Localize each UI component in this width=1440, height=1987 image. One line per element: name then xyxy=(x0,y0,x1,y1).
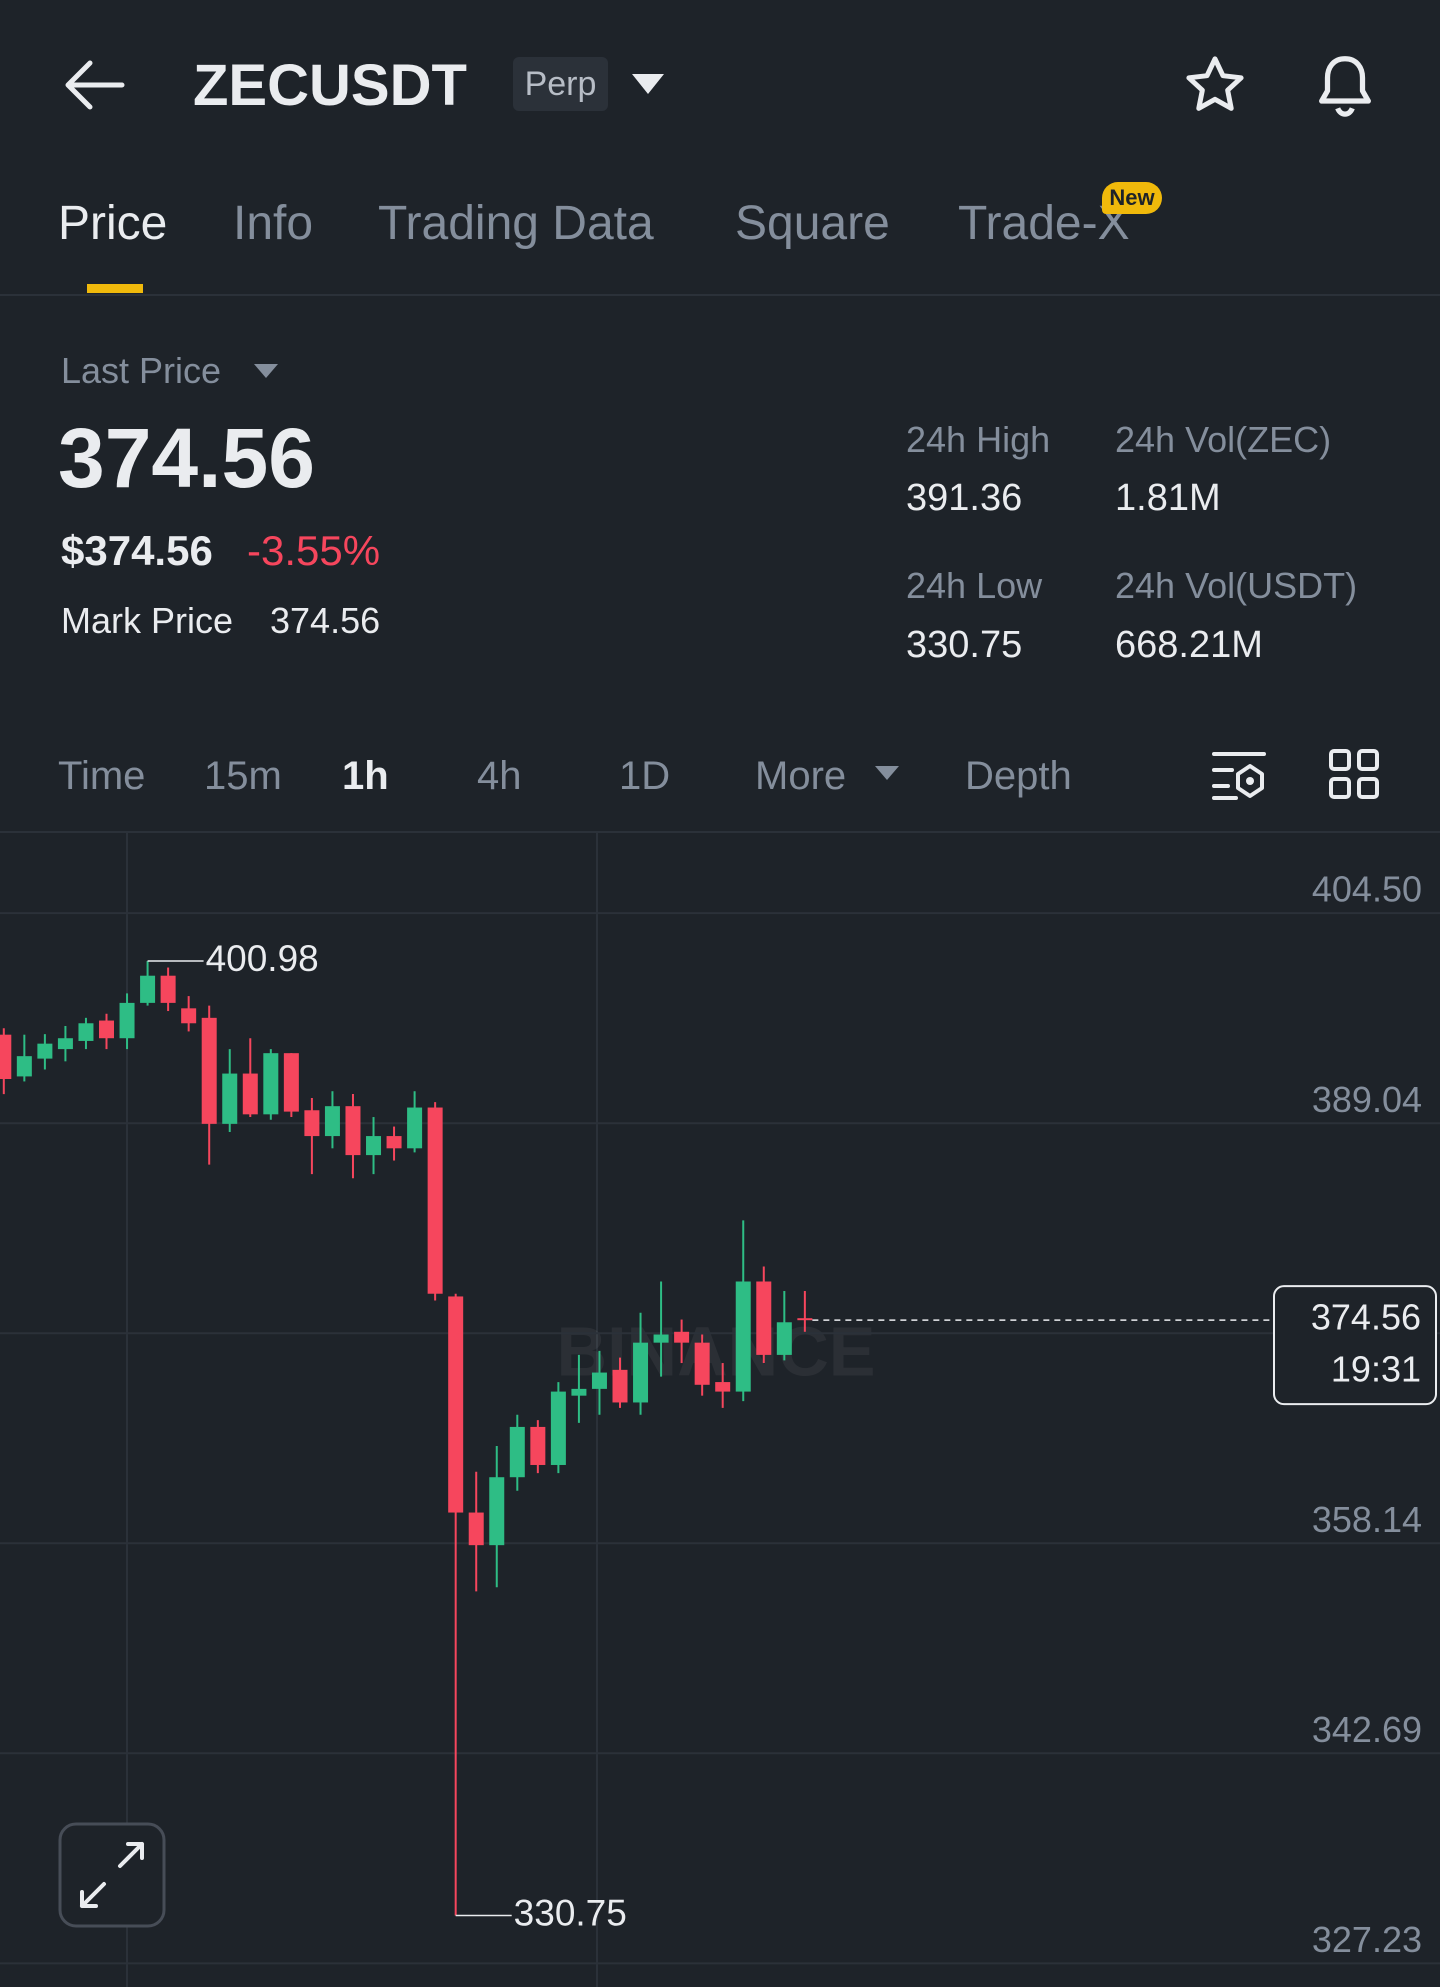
candle-body xyxy=(201,1017,217,1124)
new-badge: New xyxy=(1102,182,1162,214)
divider xyxy=(0,831,1440,833)
candle-body xyxy=(99,1020,114,1039)
candle-body xyxy=(468,1512,484,1546)
candle-body xyxy=(571,1388,587,1396)
candle-body xyxy=(448,1296,464,1513)
candle-body xyxy=(0,1034,12,1079)
candle-body xyxy=(674,1331,690,1343)
mark-price-label: Mark Price xyxy=(61,600,234,641)
tab[interactable]: Price xyxy=(58,197,168,250)
y-tick-label: 404.50 xyxy=(1312,869,1422,910)
candle-body xyxy=(366,1136,382,1156)
last-price: 374.56 xyxy=(58,411,315,505)
alert-button[interactable] xyxy=(1310,50,1380,120)
active-tab-indicator xyxy=(87,284,143,293)
symbol-dropdown[interactable] xyxy=(630,72,666,96)
candle-body xyxy=(489,1477,505,1546)
price-change: -3.55% xyxy=(247,527,381,574)
price-type-label[interactable]: Last Price xyxy=(61,350,222,391)
last-price-box xyxy=(1273,1285,1437,1406)
candle-body xyxy=(715,1382,731,1392)
countdown: 19:31 xyxy=(1331,1349,1421,1390)
stat-value: 668.21M xyxy=(1115,624,1263,666)
candle-body xyxy=(612,1369,628,1403)
candle-body xyxy=(633,1342,649,1403)
candle-body xyxy=(283,1053,299,1112)
price-type-dropdown[interactable] xyxy=(252,362,280,380)
interval[interactable]: Depth xyxy=(965,754,1072,798)
candle-body xyxy=(591,1372,607,1389)
tab[interactable]: Square xyxy=(735,197,890,250)
candle-body xyxy=(242,1073,258,1115)
tab[interactable]: Info xyxy=(233,197,314,250)
divider xyxy=(0,294,1440,296)
candle-body xyxy=(550,1391,566,1465)
tab[interactable]: Trade-X xyxy=(958,197,1130,250)
favorite-button[interactable] xyxy=(1182,52,1248,118)
candle-body xyxy=(78,1023,94,1041)
fullscreen-button[interactable] xyxy=(58,1822,166,1928)
interval[interactable]: Time xyxy=(58,754,146,798)
candle-body xyxy=(797,1318,813,1321)
candle-body xyxy=(407,1107,423,1149)
interval[interactable]: 1h xyxy=(342,754,389,798)
candle-body xyxy=(345,1106,361,1156)
candle-body xyxy=(509,1426,525,1478)
candle-body xyxy=(304,1110,320,1137)
tab[interactable]: Trading Data xyxy=(378,197,654,250)
watermark: BINANCE xyxy=(557,1312,876,1390)
candle-body xyxy=(756,1281,772,1355)
candle-body xyxy=(653,1334,669,1343)
stat-value: 391.36 xyxy=(906,477,1023,519)
interval[interactable]: 4h xyxy=(477,754,522,798)
candle-body xyxy=(427,1107,443,1294)
usd-price: $374.56 xyxy=(61,527,213,574)
indicator-settings[interactable] xyxy=(1210,748,1268,802)
high-label: 400.98 xyxy=(206,938,319,979)
candle-body xyxy=(160,975,176,1003)
y-tick-label: 327.23 xyxy=(1312,1919,1422,1960)
low-label: 330.75 xyxy=(514,1892,627,1933)
candle-body xyxy=(694,1342,710,1385)
perp-badge: Perp xyxy=(513,57,608,111)
candle-body xyxy=(324,1106,340,1137)
y-tick-label: 358.14 xyxy=(1312,1499,1422,1540)
back-button[interactable] xyxy=(62,58,126,112)
stat-label: 24h Low xyxy=(906,565,1043,606)
interval[interactable]: 1D xyxy=(619,754,671,798)
candle-body xyxy=(386,1136,402,1149)
stat-value: 330.75 xyxy=(906,624,1023,666)
stat-label: 24h Vol(USDT) xyxy=(1115,565,1358,606)
candle-body xyxy=(222,1073,238,1124)
candle-body xyxy=(140,975,156,1003)
candle-body xyxy=(119,1002,135,1039)
candle-body xyxy=(57,1038,73,1050)
candle-body xyxy=(263,1053,279,1115)
candle-body xyxy=(16,1056,32,1077)
stat-label: 24h High xyxy=(906,419,1051,460)
interval[interactable]: More xyxy=(755,754,847,798)
y-tick-label: 389.04 xyxy=(1312,1079,1422,1120)
more-dropdown[interactable] xyxy=(873,764,901,782)
layout-button[interactable] xyxy=(1328,748,1380,800)
mark-price: 374.56 xyxy=(270,600,381,641)
stat-label: 24h Vol(ZEC) xyxy=(1115,419,1332,460)
candlestick-chart: BINANCE 404.50389.04373.59358.14342.6932… xyxy=(0,833,1440,1987)
candle-body xyxy=(37,1043,53,1059)
candle-body xyxy=(735,1281,751,1392)
candle-body xyxy=(181,1008,197,1024)
interval[interactable]: 15m xyxy=(204,754,282,798)
last-price-label: 374.56 xyxy=(1311,1297,1421,1338)
candle-body xyxy=(776,1322,792,1355)
y-tick-label: 342.69 xyxy=(1312,1709,1422,1750)
candle-body xyxy=(530,1426,546,1465)
symbol: ZECUSDT xyxy=(193,53,467,118)
stat-value: 1.81M xyxy=(1115,477,1221,519)
